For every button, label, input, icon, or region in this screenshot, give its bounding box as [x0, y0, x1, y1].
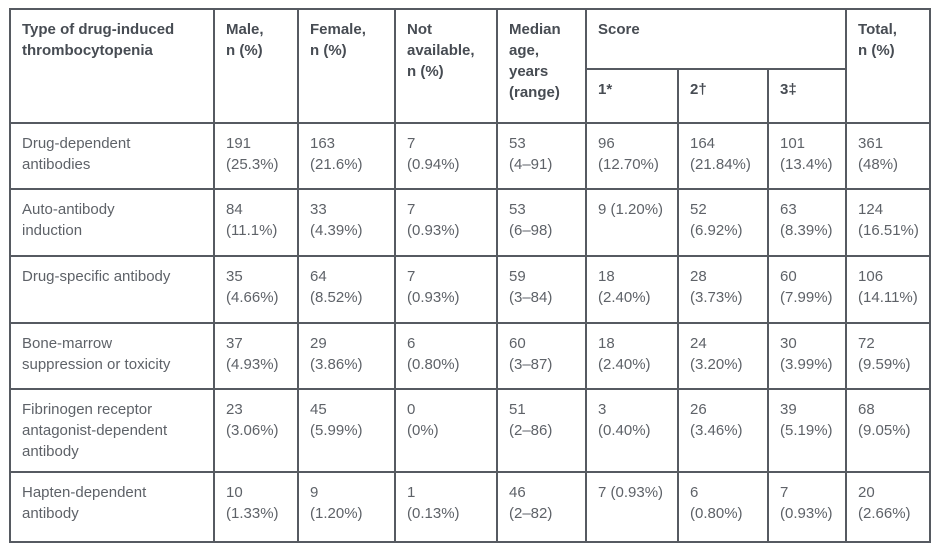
cell-score1: 96 (12.70%): [585, 122, 679, 190]
cell-male: 84 (11.1%): [213, 188, 299, 257]
cell-total: 106 (14.11%): [845, 255, 932, 324]
cell-score3: 7 (0.93%): [766, 471, 848, 543]
cell-score2: 26 (3.46%): [677, 388, 769, 473]
cell-score2: 164 (21.84%): [677, 122, 769, 190]
cell-total: 361 (48%): [845, 122, 932, 190]
cell-score2: 6 (0.80%): [677, 471, 769, 543]
cell-type: Fibrinogen receptor antagonist-dependent…: [9, 388, 215, 473]
cell-female: 33 (4.39%): [297, 188, 396, 257]
cell-female: 163 (21.6%): [297, 122, 396, 190]
cell-score3: 101 (13.4%): [766, 122, 848, 190]
header-cell-score-3: 3‡: [766, 68, 848, 124]
cell-total: 72 (9.59%): [845, 322, 932, 390]
cell-score1: 18 (2.40%): [585, 322, 679, 390]
cell-score1: 9 (1.20%): [585, 188, 679, 257]
header-cell-type: Type of drug-induced thrombocytopenia: [9, 8, 215, 124]
thrombocytopenia-table-container: Type of drug-induced thrombocytopenia Ma…: [9, 8, 932, 543]
cell-type: Drug-dependent antibodies: [9, 122, 215, 190]
table-row: Hapten-dependent antibody 10 (1.33%) 9 (…: [9, 471, 932, 543]
cell-score3: 60 (7.99%): [766, 255, 848, 324]
header-cell-score-2: 2†: [677, 68, 769, 124]
cell-male: 37 (4.93%): [213, 322, 299, 390]
cell-not-available: 7 (0.93%): [394, 188, 498, 257]
header-row-score-sub: 1* 2† 3‡: [10, 68, 930, 124]
cell-not-available: 1 (0.13%): [394, 471, 498, 543]
table-row: Fibrinogen receptor antagonist-dependent…: [9, 388, 932, 473]
cell-median-age: 59 (3–84): [496, 255, 587, 324]
header-cell-median-age: Median age, years (range): [496, 8, 587, 124]
header-cell-male: Male, n (%): [213, 8, 299, 124]
cell-score1: 7 (0.93%): [585, 471, 679, 543]
cell-male: 35 (4.66%): [213, 255, 299, 324]
cell-median-age: 53 (6–98): [496, 188, 587, 257]
cell-total: 124 (16.51%): [845, 188, 932, 257]
cell-type: Hapten-dependent antibody: [9, 471, 215, 543]
header-cell-score-group: Score: [584, 8, 848, 70]
cell-female: 45 (5.99%): [297, 388, 396, 473]
header-cell-total: Total, n (%): [845, 8, 932, 124]
cell-score1: 18 (2.40%): [585, 255, 679, 324]
table-row: Drug-dependent antibodies 191 (25.3%) 16…: [9, 122, 932, 190]
cell-score3: 63 (8.39%): [766, 188, 848, 257]
cell-not-available: 0 (0%): [394, 388, 498, 473]
cell-female: 64 (8.52%): [297, 255, 396, 324]
cell-type: Bone-marrow suppression or toxicity: [9, 322, 215, 390]
cell-median-age: 46 (2–82): [496, 471, 587, 543]
cell-male: 23 (3.06%): [213, 388, 299, 473]
cell-total: 20 (2.66%): [845, 471, 932, 543]
header-row-top: Type of drug-induced thrombocytopenia Ma…: [9, 8, 932, 124]
cell-score2: 52 (6.92%): [677, 188, 769, 257]
header-cell-female: Female, n (%): [297, 8, 396, 124]
cell-median-age: 51 (2–86): [496, 388, 587, 473]
cell-score2: 24 (3.20%): [677, 322, 769, 390]
cell-total: 68 (9.05%): [845, 388, 932, 473]
cell-not-available: 6 (0.80%): [394, 322, 498, 390]
cell-male: 191 (25.3%): [213, 122, 299, 190]
cell-score2: 28 (3.73%): [677, 255, 769, 324]
cell-not-available: 7 (0.94%): [394, 122, 498, 190]
header-cell-score-1: 1*: [585, 68, 679, 124]
table-row: Bone-marrow suppression or toxicity 37 (…: [9, 322, 932, 390]
cell-male: 10 (1.33%): [213, 471, 299, 543]
thrombocytopenia-table: Type of drug-induced thrombocytopenia Ma…: [9, 8, 932, 543]
header-cell-not-available: Not available, n (%): [394, 8, 498, 124]
cell-score3: 30 (3.99%): [766, 322, 848, 390]
cell-female: 29 (3.86%): [297, 322, 396, 390]
cell-female: 9 (1.20%): [297, 471, 396, 543]
cell-median-age: 60 (3–87): [496, 322, 587, 390]
table-row: Drug-specific antibody 35 (4.66%) 64 (8.…: [9, 255, 932, 324]
cell-type: Drug-specific antibody: [9, 255, 215, 324]
cell-not-available: 7 (0.93%): [394, 255, 498, 324]
cell-type: Auto-antibody induction: [9, 188, 215, 257]
cell-score1: 3 (0.40%): [585, 388, 679, 473]
cell-score3: 39 (5.19%): [766, 388, 848, 473]
cell-median-age: 53 (4–91): [496, 122, 587, 190]
table-row: Auto-antibody induction 84 (11.1%) 33 (4…: [9, 188, 932, 257]
